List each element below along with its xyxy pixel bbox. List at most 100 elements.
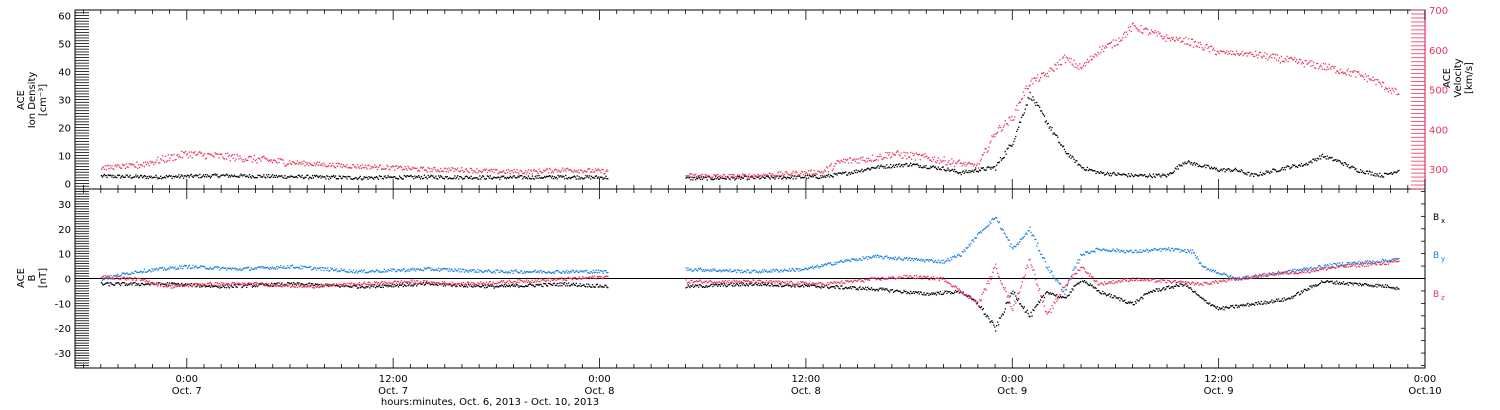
bx-series-point (1354, 282, 1356, 285)
density-series-point (948, 169, 950, 171)
by-series-point (530, 271, 533, 273)
bx-series-point (1376, 286, 1378, 288)
density-series-point (443, 178, 446, 180)
bx-series-point (1312, 285, 1314, 287)
by-series-point (1094, 251, 1096, 253)
velocity-series-point (1364, 73, 1367, 75)
density-series-point (487, 175, 490, 178)
density-series-point (534, 175, 536, 178)
by-series-point (232, 267, 234, 270)
velocity-series-point (702, 177, 705, 179)
density-series-point (704, 176, 706, 178)
bx-series-point (1261, 303, 1263, 305)
density-series-point (471, 178, 473, 180)
density-series-point (1084, 169, 1087, 171)
bx-series-point (195, 286, 197, 288)
bx-series-point (883, 288, 885, 290)
velocity-series-point (782, 173, 784, 175)
bx-series-point (760, 284, 763, 287)
bx-series-point (574, 284, 576, 286)
density-series-point (580, 177, 582, 179)
density-series-point (862, 171, 864, 173)
bx-series-point (932, 292, 935, 294)
velocity-series-point (422, 166, 425, 169)
density-series-point (343, 175, 345, 178)
bx-series-point (829, 286, 832, 289)
velocity-series-point (969, 163, 971, 165)
bx-series-point (1059, 296, 1061, 299)
by-series-point (798, 270, 800, 272)
bx-series-point (1351, 282, 1353, 284)
bx-series-point (1105, 294, 1108, 297)
velocity-series-point (1298, 58, 1301, 61)
by-series-point (425, 267, 427, 270)
by-series-point (888, 256, 890, 259)
velocity-series-point (203, 153, 206, 155)
bx-series-point (750, 282, 752, 284)
density-series-point (725, 178, 727, 180)
density-series-point (1170, 172, 1173, 175)
by-series-point (439, 270, 441, 272)
bx-series-point (302, 283, 304, 286)
by-series-point (753, 269, 755, 271)
by-series-point (1112, 248, 1114, 250)
velocity-series-point (721, 175, 724, 178)
density-series-point (1210, 166, 1213, 168)
by-series-point (1191, 249, 1194, 251)
by-series-point (395, 270, 397, 273)
bx-series-point (173, 282, 175, 284)
by-series-point (180, 267, 182, 269)
bx-series-point (1187, 285, 1189, 287)
by-series-point (276, 268, 278, 270)
velocity-series-point (1157, 30, 1159, 33)
by-series-point (712, 268, 714, 270)
bx-series-point (1315, 284, 1317, 286)
by-series-point (1081, 254, 1083, 256)
velocity-series-point (326, 165, 328, 168)
by-series-point (491, 272, 493, 274)
by-series-point (580, 270, 582, 272)
density-series-point (145, 177, 148, 180)
bx-series-point (690, 285, 692, 287)
velocity-series-point (236, 153, 238, 155)
velocity-series-point (225, 158, 228, 160)
by-series-point (727, 270, 729, 273)
by-series-point (691, 270, 693, 272)
density-series-point (375, 176, 378, 178)
velocity-series-point (281, 158, 283, 161)
by-series-point (575, 270, 577, 272)
density-series-point (272, 176, 275, 179)
bx-series-point (862, 286, 864, 289)
by-series-point (1039, 253, 1042, 255)
density-series-point (504, 176, 507, 179)
density-series-point (164, 177, 167, 179)
velocity-series-point (1322, 62, 1325, 65)
by-series-point (479, 269, 481, 272)
velocity-series-point (751, 174, 753, 177)
bx-series-point (853, 286, 855, 288)
velocity-series-point (254, 159, 256, 162)
by-series-point (436, 268, 438, 270)
by-series-point (123, 272, 126, 275)
density-series-point (1129, 175, 1132, 178)
velocity-series-point (803, 170, 806, 173)
bx-series-point (1002, 314, 1005, 316)
by-series-point (160, 267, 163, 269)
bx-series-point (1225, 305, 1227, 308)
by-series-point (1243, 276, 1245, 278)
velocity-series-point (781, 174, 783, 177)
velocity-series-point (1088, 60, 1090, 62)
density-series-point (591, 176, 594, 179)
velocity-series-point (333, 166, 336, 168)
by-series-point (896, 258, 898, 260)
density-series-point (876, 166, 878, 168)
velocity-series-point (945, 164, 947, 166)
by-series-point (788, 268, 790, 270)
by-series-point (480, 269, 482, 272)
by-series-point (126, 272, 128, 274)
velocity-series-point (444, 167, 447, 169)
density-series-point (312, 177, 315, 179)
velocity-series-point (888, 154, 890, 156)
bx-series-point (514, 285, 516, 288)
density-series-point (946, 169, 948, 171)
